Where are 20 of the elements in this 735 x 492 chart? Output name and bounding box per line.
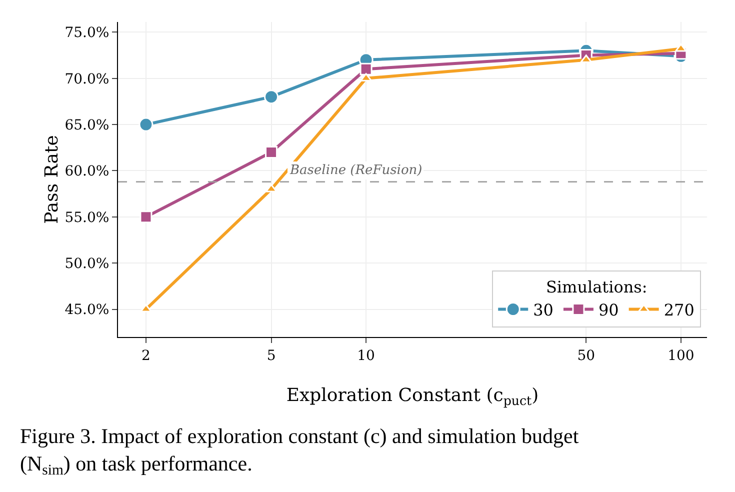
y-tick-label: 60.0% (64, 164, 110, 180)
y-tick-label: 45.0% (64, 302, 110, 318)
y-tick-label: 50.0% (64, 256, 110, 272)
x-tick-label: 100 (668, 348, 694, 364)
caption: Figure 3. Impact of exploration constant (c) and simulation budget (N$_{sim}$) on task performance. (20, 424, 579, 479)
legend-label: 90 (598, 300, 619, 320)
x-tick-label: 5 (266, 348, 276, 364)
x-tick-label: 2 (142, 348, 150, 364)
y-tick-label: 65.0% (64, 117, 110, 134)
y-tick-label: 55.0% (64, 210, 110, 226)
legend-label: 30 (533, 300, 554, 320)
y-axis-title: Pass Rate (42, 135, 63, 224)
x-tick-label: 50 (577, 348, 596, 364)
legend-title: Simulations: (546, 277, 648, 296)
ref-line-label: Baseline (ReFusion) (289, 163, 422, 178)
legend-label: 270 (664, 300, 694, 320)
x-tick-label: 10 (357, 348, 375, 364)
x-axis-title: Exploration Constant (c$_{puct}$) (286, 385, 539, 408)
y-tick-label: 75.0% (64, 25, 110, 42)
y-tick-label: 70.0% (64, 71, 110, 88)
